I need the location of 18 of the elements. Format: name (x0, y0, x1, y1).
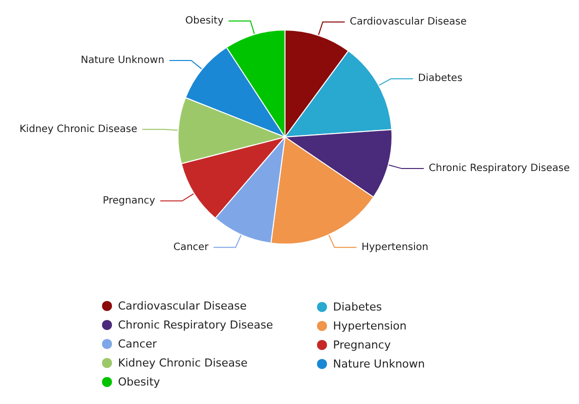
slice-label: Nature Unknown (80, 54, 164, 66)
slice-label: Chronic Respiratory Disease (428, 163, 570, 174)
legend-label: Hypertension (333, 320, 407, 332)
slice-label: Cardiovascular Disease (350, 16, 467, 28)
legend-label: Diabetes (333, 300, 382, 314)
slice-label: Pregnancy (102, 195, 156, 206)
legend-label: Chronic Respiratory Disease (118, 318, 274, 332)
slice-label: Obesity (185, 16, 224, 27)
legend-label: Nature Unknown (333, 358, 425, 370)
slice-label: Diabetes (418, 73, 462, 84)
legend-label: Pregnancy (333, 338, 392, 352)
legend-label: Cardiovascular Disease (118, 300, 247, 312)
slice-label: Cancer (173, 242, 210, 253)
slice-label: Kidney Chronic Disease (20, 124, 138, 135)
legend-label: Obesity (118, 376, 161, 388)
legend-label: Cancer (118, 338, 158, 350)
legend-label: Kidney Chronic Disease (118, 356, 248, 370)
slice-label: Hypertension (361, 242, 428, 253)
